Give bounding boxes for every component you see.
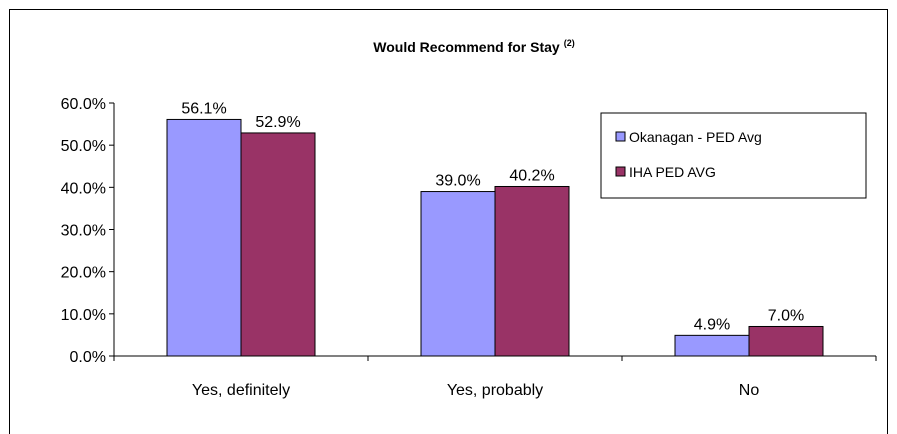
data-label: 56.1% xyxy=(181,100,226,117)
y-tick-label: 60.0% xyxy=(61,96,106,113)
bar-okanagan-ped-avg-2 xyxy=(674,334,750,357)
legend: Okanagan - PED Avg IHA PED AVG xyxy=(600,112,867,199)
legend-swatch xyxy=(615,166,626,177)
bar-iha-ped-avg-2 xyxy=(748,325,824,357)
bar-iha-ped-avg-1 xyxy=(494,185,570,357)
legend-swatch xyxy=(615,131,626,142)
bar-iha-ped-avg-0 xyxy=(240,132,316,357)
bar-okanagan-ped-avg-0 xyxy=(166,118,242,357)
y-tick-label: 20.0% xyxy=(61,265,106,282)
data-label: 40.2% xyxy=(509,167,554,184)
data-label: 39.0% xyxy=(435,173,480,190)
bar-chart: Would Recommend for Stay (2) 0.0% 10.0% 20.… xyxy=(61,38,877,399)
x-category-label: Yes, definitely xyxy=(192,382,290,399)
y-tick-label: 40.0% xyxy=(61,180,106,197)
y-tick-label: 0.0% xyxy=(70,349,106,366)
y-tick-label: 50.0% xyxy=(61,138,106,155)
y-tick-label: 10.0% xyxy=(61,307,106,324)
data-label: 7.0% xyxy=(768,307,804,324)
chart-title-text: Would Recommend for Stay xyxy=(373,39,560,55)
chart-title-superscript: (2) xyxy=(564,38,575,48)
chart-frame xyxy=(9,9,888,434)
axes: 0.0% 10.0% 20.0% 30.0% 40.0% 50.0% 60.0% Yes, d… xyxy=(61,96,877,399)
chart-title: Would Recommend for Stay (2) xyxy=(373,38,574,55)
y-tick-label: 30.0% xyxy=(61,223,106,240)
legend-label: IHA PED AVG xyxy=(629,164,716,180)
data-label: 4.9% xyxy=(694,316,730,333)
bar-okanagan-ped-avg-1 xyxy=(420,191,496,357)
legend-box xyxy=(600,112,867,199)
bars: 56.1% 52.9% 39.0% 40.2% 4.9% 7.0% xyxy=(166,100,824,357)
data-label: 52.9% xyxy=(255,114,300,131)
x-category-label: No xyxy=(739,382,760,399)
x-category-label: Yes, probably xyxy=(447,382,543,399)
legend-label: Okanagan - PED Avg xyxy=(629,129,762,145)
